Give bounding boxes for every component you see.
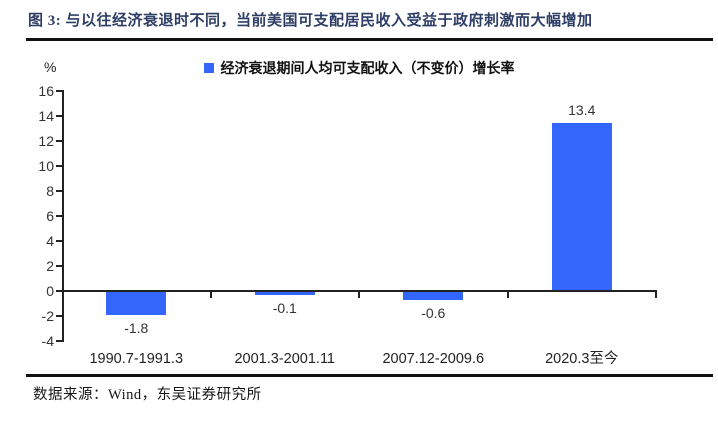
category-label: 2020.3至今 [545, 351, 619, 367]
category-label: 2007.12-2009.6 [382, 351, 485, 367]
x-tick-mark [358, 290, 360, 298]
y-tick-label: -2 [41, 308, 54, 324]
x-tick-mark [209, 290, 212, 298]
footer-divider [26, 374, 713, 377]
y-tick-mark [56, 315, 62, 317]
y-tick-mark [56, 265, 62, 267]
bar [106, 292, 167, 315]
y-tick-label: 2 [46, 258, 54, 274]
y-tick-label: 10 [38, 158, 54, 174]
legend-swatch-icon [203, 63, 214, 73]
category-label: 1990.7-1991.3 [89, 351, 184, 367]
y-axis-unit-label: % [44, 59, 57, 75]
y-tick-label: 16 [38, 83, 54, 99]
x-tick-mark [655, 290, 657, 298]
y-tick-mark [56, 340, 62, 342]
y-tick-label: 0 [46, 283, 54, 299]
y-tick-label: 4 [46, 233, 54, 249]
y-axis-line [62, 90, 64, 342]
y-tick-mark [56, 290, 62, 292]
y-tick-label: -4 [41, 333, 54, 349]
bar [254, 292, 315, 295]
figure-title: 图 3: 与以往经济衰退时不同，当前美国可支配居民收入受益于政府刺激而大幅增加 [28, 13, 593, 29]
x-tick-mark [506, 290, 509, 298]
bar [551, 122, 612, 290]
title-divider [26, 38, 713, 41]
y-tick-label: 6 [46, 208, 54, 224]
bar-value-label: -1.8 [124, 319, 149, 336]
bar [403, 292, 464, 300]
y-tick-label: 8 [46, 183, 54, 199]
data-source: 数据来源：Wind，东吴证券研究所 [33, 387, 262, 403]
chart-legend: 经济衰退期间人均可支配收入（不变价）增长率 [62, 58, 656, 78]
y-tick-mark [56, 215, 62, 217]
y-tick-label: 12 [38, 133, 54, 149]
category-label: 2001.3-2001.11 [234, 351, 336, 367]
bar-value-label: -0.1 [272, 299, 297, 316]
y-tick-mark [56, 90, 62, 92]
y-tick-label: 14 [38, 108, 54, 124]
y-tick-mark [56, 140, 62, 142]
bar-value-label: 13.4 [568, 101, 596, 118]
legend-label: 经济衰退期间人均可支配收入（不变价）增长率 [220, 60, 515, 76]
y-tick-mark [56, 190, 62, 192]
y-tick-mark [56, 115, 62, 117]
bar-value-label: -0.6 [421, 304, 446, 321]
y-tick-mark [56, 240, 62, 242]
y-tick-mark [56, 165, 62, 167]
